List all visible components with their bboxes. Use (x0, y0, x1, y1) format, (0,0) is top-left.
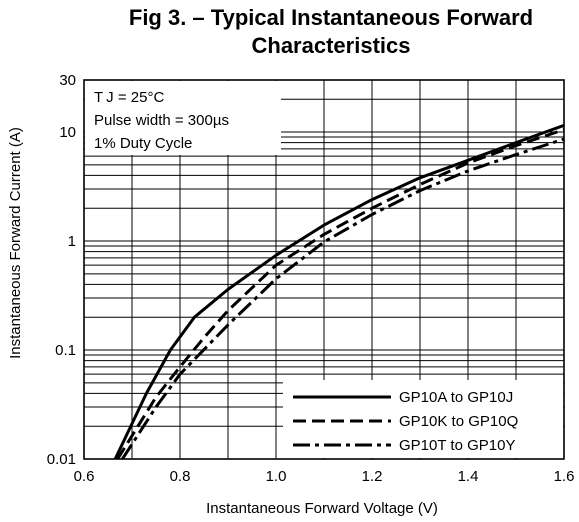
condition-text: Pulse width = 300µs (94, 112, 229, 129)
x-tick-label: 1.0 (266, 468, 287, 485)
legend-label: GP10K to GP10Q (399, 413, 518, 430)
x-tick-label: 1.4 (458, 468, 479, 485)
series-line (116, 128, 565, 460)
y-tick-label: 1 (68, 233, 76, 250)
series-line (121, 137, 565, 460)
y-axis-label: Instantaneous Forward Current (A) (7, 127, 24, 359)
condition-text: 1% Duty Cycle (94, 135, 192, 152)
y-tick-label: 0.1 (55, 342, 76, 359)
plot-frame (83, 79, 565, 460)
series-line (113, 123, 565, 460)
legend: GP10A to GP10J GP10K to GP10Q GP10T to GP1… (283, 380, 563, 458)
x-tick-label: 0.6 (74, 468, 95, 485)
chart-title: Fig 3. – Typical Instantaneous Forward C… (129, 5, 533, 58)
chart-title-line-2: Characteristics (252, 33, 411, 58)
tick-labels: 0.6 0.8 1.0 1.2 1.4 1.6 0.01 0.1 1 10 30 (47, 72, 575, 485)
legend-label: GP10A to GP10J (399, 389, 513, 406)
x-tick-label: 0.8 (170, 468, 191, 485)
x-tick-label: 1.6 (554, 468, 575, 485)
annotation-background (85, 81, 281, 155)
y-tick-label: 30 (59, 72, 76, 89)
x-axis-label: Instantaneous Forward Voltage (V) (206, 500, 438, 517)
y-tick-label: 0.01 (47, 451, 76, 468)
chart-title-line-1: Fig 3. – Typical Instantaneous Forward (129, 5, 533, 30)
x-tick-label: 1.2 (362, 468, 383, 485)
legend-label: GP10T to GP10Y (399, 437, 515, 454)
series-group (113, 123, 565, 460)
y-tick-label: 10 (59, 124, 76, 141)
annotation-box: T J = 25°C Pulse width = 300µs 1% Duty Cyc… (85, 81, 281, 155)
condition-text: T J = 25°C (94, 89, 164, 106)
